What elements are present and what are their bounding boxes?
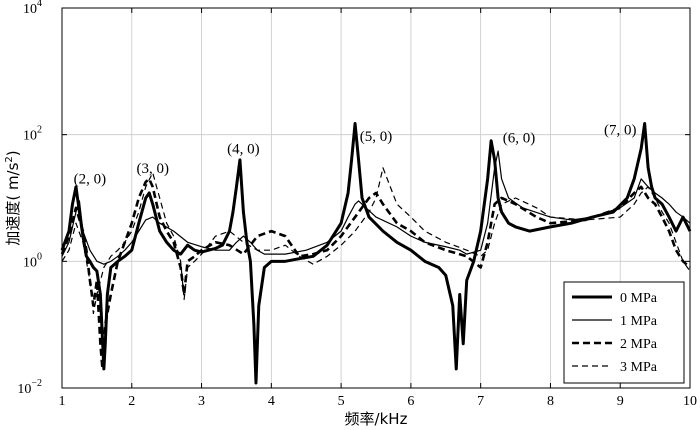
series-line-1 [60,122,692,385]
y-axis-label: 加速度( m/s2) [4,150,22,245]
legend-label: 0 MPa [620,291,658,306]
series-line-3 [60,177,691,371]
legend: 0 MPa 1 MPa 2 MPa 3 MPa [563,281,685,384]
series-group [60,122,692,385]
ticks: 1 2 3 4 5 6 7 8 9 10 10−2 100 102 104 [17,0,697,409]
y-axis-label-close: ) [4,150,22,156]
y-axis-label-unit: ( m/s [4,162,22,200]
legend-label: 2 MPa [620,337,658,352]
x-tick-label: 4 [268,394,275,409]
x-axis-label: 频率/kHz [345,410,408,428]
mode-label: (5, 0) [360,129,393,145]
legend-label: 3 MPa [620,360,658,375]
x-tick-label: 10 [683,394,697,409]
x-tick-label: 8 [547,394,554,409]
mode-label: (3, 0) [136,161,169,177]
mode-label: (4, 0) [227,142,260,158]
y-tick-label: 104 [23,0,42,17]
y-tick-label: 102 [23,125,42,144]
plot-frame [61,7,691,389]
x-tick-label: 5 [338,394,345,409]
mode-label: (6, 0) [503,131,536,147]
annotations: (2, 0) (3, 0) (4, 0) (5, 0) (6, 0) (7, 0) [74,123,637,188]
x-tick-label: 7 [477,394,484,409]
x-tick-label: 1 [59,394,66,409]
y-tick-label: 10−2 [17,378,42,397]
y-axis-label-sup: 2 [4,156,15,162]
y-tick-label: 100 [23,251,42,270]
mode-label: (2, 0) [74,171,107,187]
x-tick-label: 2 [128,394,135,409]
x-tick-label: 9 [617,394,624,409]
legend-label: 1 MPa [620,314,658,329]
x-tick-label: 3 [198,394,205,409]
mode-label: (7, 0) [604,123,637,139]
series-line-2 [61,150,691,265]
y-axis-label-main: 加速度 [4,201,22,246]
series-line-4 [61,167,691,315]
x-tick-label: 6 [407,394,414,409]
